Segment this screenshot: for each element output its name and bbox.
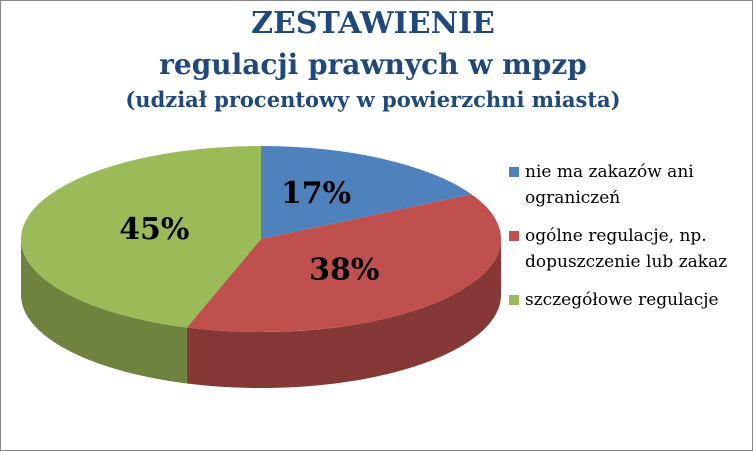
chart-subtitle: (udział procentowy w powierzchni miasta) — [125, 87, 620, 112]
slice — [186, 194, 502, 332]
legend-label: szczegółowe regulacje — [525, 290, 719, 310]
data-label: 45% — [119, 212, 189, 247]
data-label: 17% — [281, 176, 351, 211]
slice-side — [21, 239, 187, 384]
legend-swatch — [509, 295, 519, 305]
slice — [21, 146, 261, 328]
chart-title: ZESTAWIENIE — [251, 6, 495, 41]
legend: nie ma zakazów ani ograniczeń ogólne regu… — [509, 159, 745, 325]
legend-label: ogólne regulacje, np. dopuszczenie lub z… — [525, 226, 728, 272]
legend-swatch — [509, 231, 519, 241]
slice-side — [186, 239, 501, 388]
legend-item: nie ma zakazów ani ograniczeń — [509, 159, 745, 211]
chart-title: regulacji prawnych w mpzp — [159, 48, 587, 81]
legend-swatch — [509, 167, 519, 177]
legend-item: szczegółowe regulacje — [509, 287, 745, 313]
data-label: 38% — [309, 253, 379, 288]
legend-item: ogólne regulacje, np. dopuszczenie lub z… — [509, 223, 745, 275]
slice — [261, 146, 472, 239]
legend-label: nie ma zakazów ani ograniczeń — [525, 162, 694, 208]
